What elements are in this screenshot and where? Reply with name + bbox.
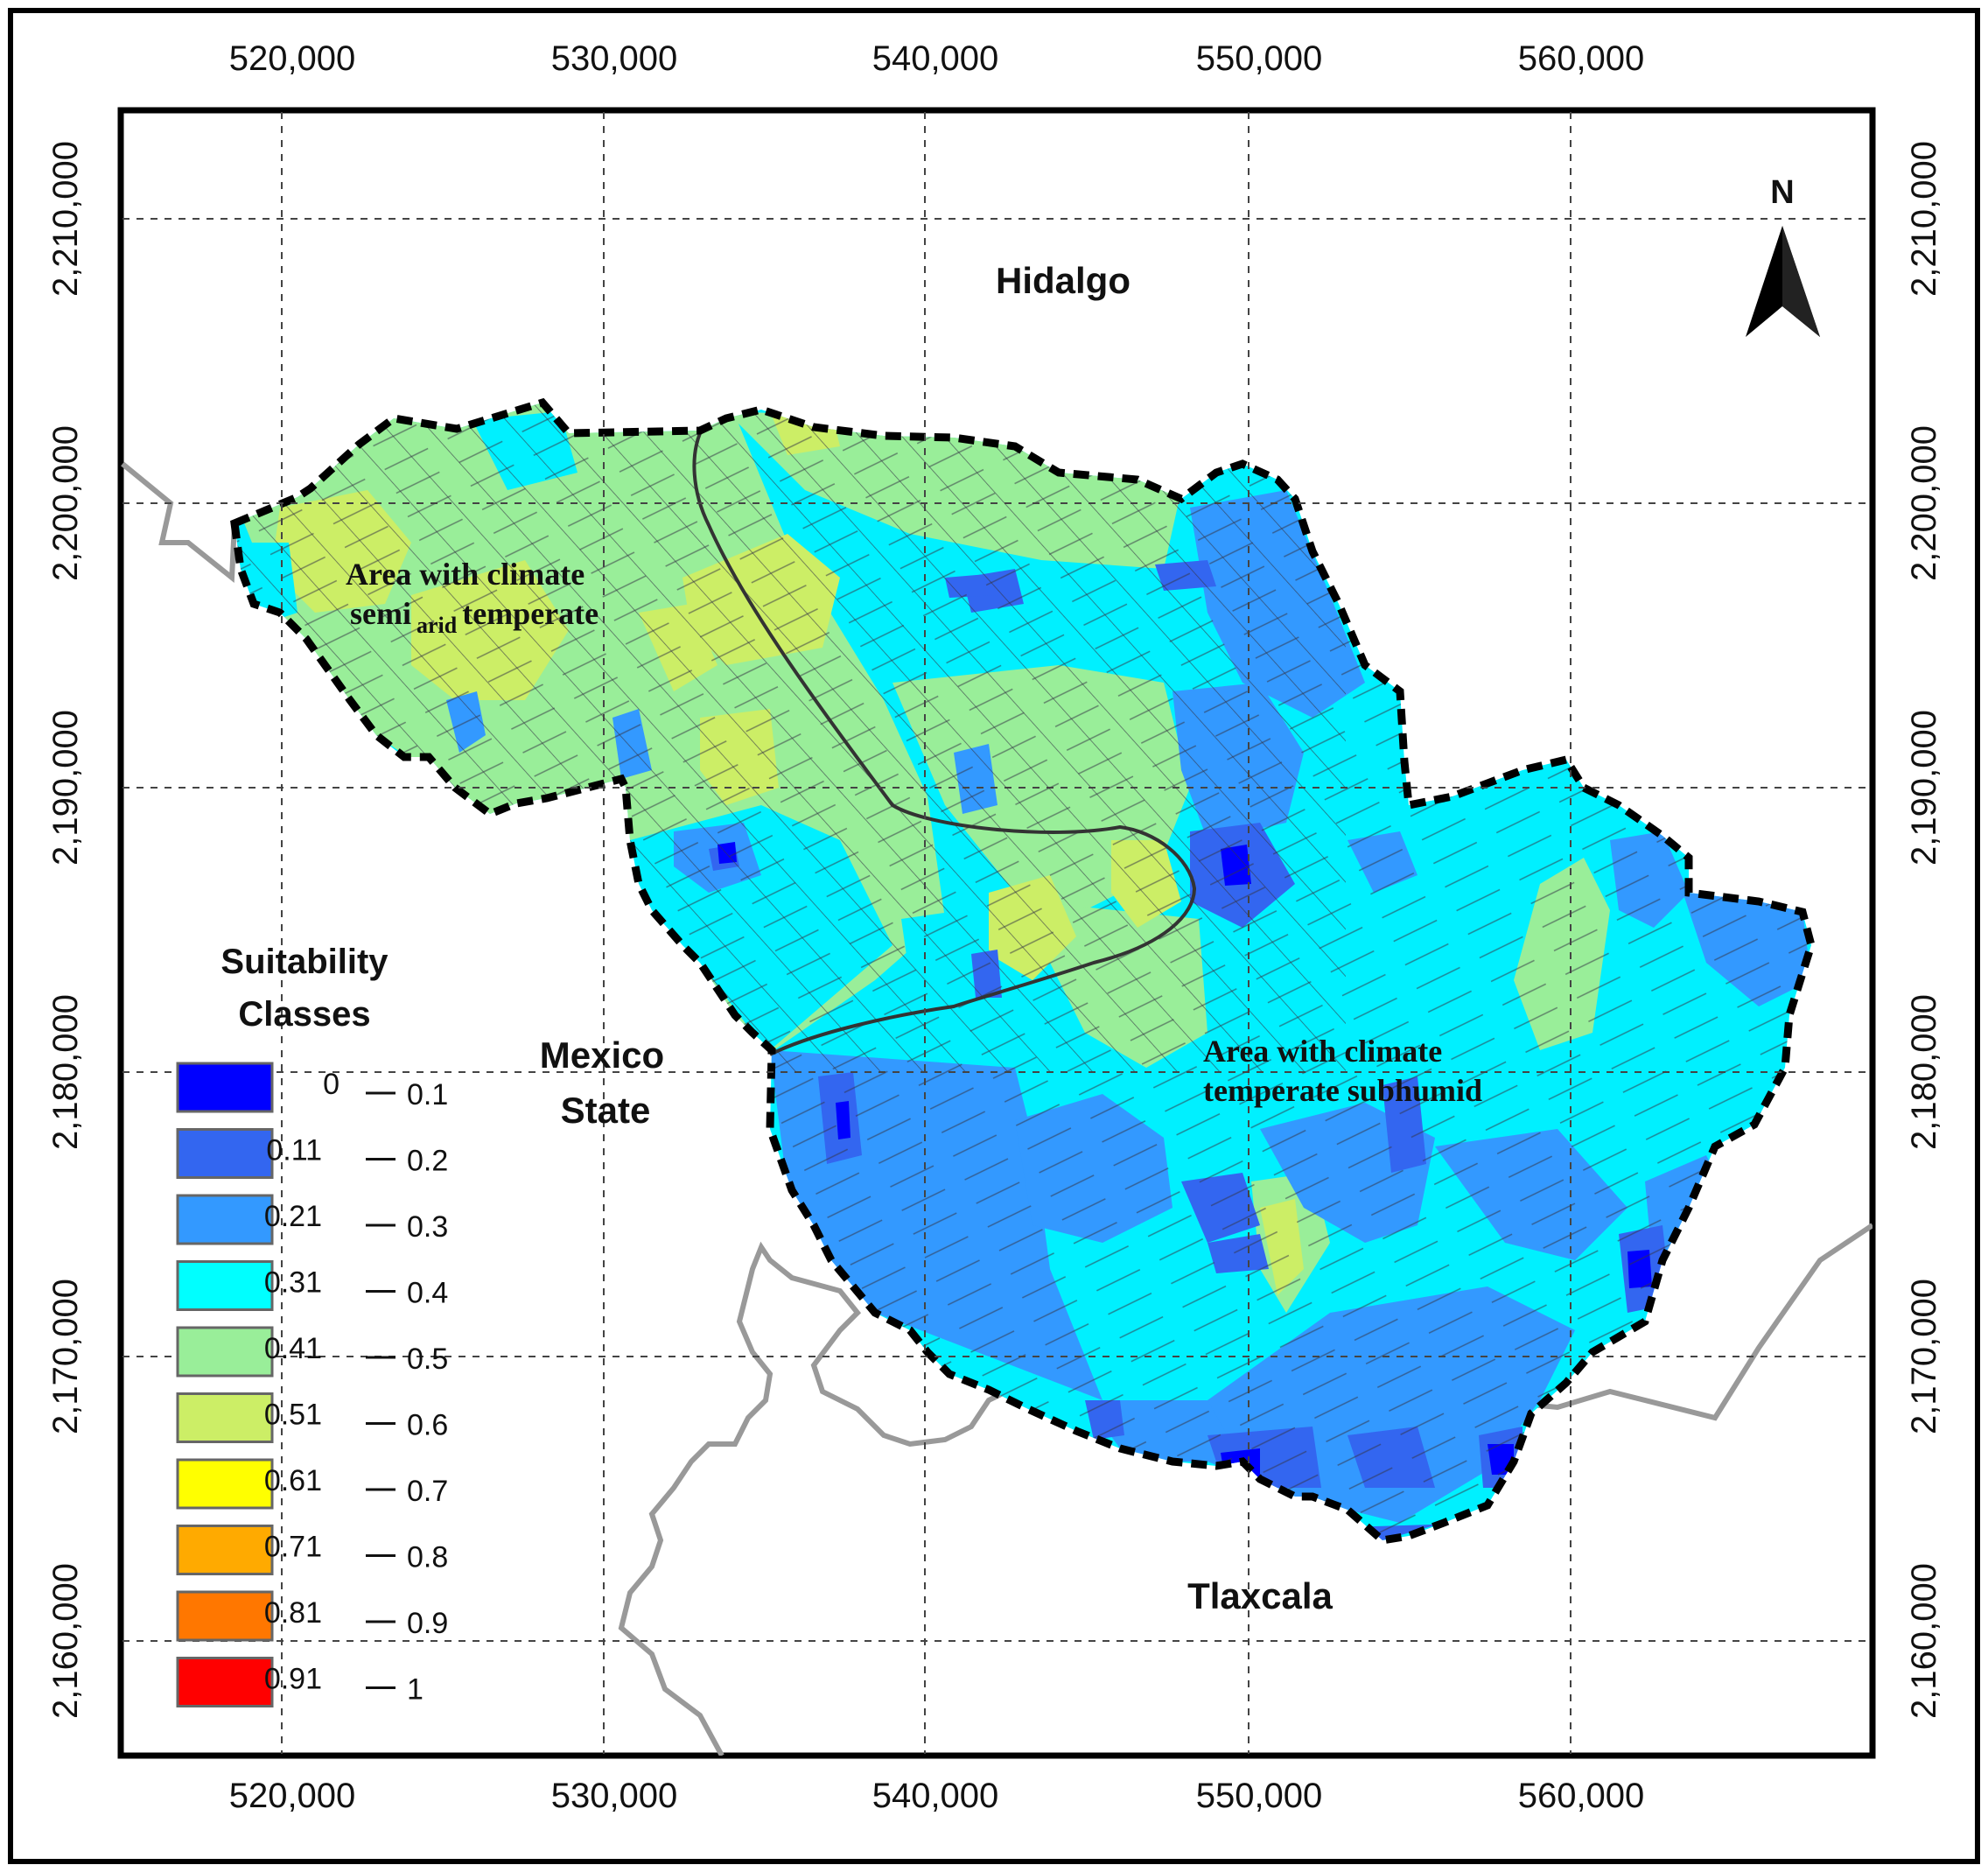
legend-swatch <box>176 1062 274 1113</box>
legend-min-label: 0 <box>323 1068 340 1101</box>
outer-frame <box>8 8 1980 1864</box>
x-tick-label: 530,000 <box>551 39 678 78</box>
climate-label-semi-arid-line1: Area with climate <box>346 557 584 592</box>
legend-max-label: 0.8 <box>407 1541 448 1574</box>
climate-label-semi-arid-line2: semi arid temperate <box>350 596 598 638</box>
legend-swatch <box>176 1525 274 1575</box>
state-border-west <box>121 461 237 584</box>
legend-max-label: 0.3 <box>407 1210 448 1244</box>
legend-max-label: 0.6 <box>407 1409 448 1442</box>
legend-min-label: 0.91 <box>264 1663 322 1696</box>
x-tick-label: 560,000 <box>1518 39 1645 78</box>
legend: Suitability Classes 0 0.1 0.11 0.2 0.21 0.3 0.… <box>176 943 448 1707</box>
legend-swatch <box>176 1392 274 1443</box>
legend-swatch <box>176 1194 274 1245</box>
legend-min-label: 0.51 <box>264 1399 322 1432</box>
legend-min-label: 0.71 <box>264 1531 322 1564</box>
legend-max-label: 1 <box>407 1673 424 1707</box>
region-label-mexico-state-line2: State <box>561 1090 651 1131</box>
graticule <box>122 112 1871 1754</box>
x-tick-label: 550,000 <box>1196 1777 1323 1815</box>
legend-max-label: 0.4 <box>407 1277 448 1310</box>
legend-min-label: 0.41 <box>264 1332 322 1365</box>
legend-min-label: 0.31 <box>264 1266 322 1300</box>
climate-label-arid-subscript: arid <box>416 613 458 638</box>
legend-max-label: 0.7 <box>407 1475 448 1508</box>
y-tick-label: 2,160,000 <box>1905 1563 1943 1719</box>
legend-swatch <box>176 1458 274 1510</box>
y-tick-label: 2,200,000 <box>1905 425 1943 581</box>
legend-min-label: 0.61 <box>264 1464 322 1497</box>
climate-label-subhumid-line1: Area with climate <box>1203 1034 1442 1069</box>
x-tick-label: 530,000 <box>551 1777 678 1815</box>
north-arrow-icon: N <box>1746 174 1820 337</box>
legend-swatch <box>176 1326 274 1378</box>
region-label-tlaxcala: Tlaxcala <box>1187 1575 1333 1616</box>
x-tick-label: 520,000 <box>229 39 356 78</box>
y-tick-label: 2,210,000 <box>1905 141 1943 297</box>
y-tick-label: 2,210,000 <box>46 141 85 297</box>
legend-items: 0 0.1 0.11 0.2 0.21 0.3 0.31 0.4 0.41 0.5 0.51 0.6 0… <box>176 1062 448 1707</box>
legend-max-label: 0.5 <box>407 1343 448 1376</box>
region-label-mexico-state-line1: Mexico <box>540 1034 664 1076</box>
legend-title-line2: Classes <box>238 995 370 1034</box>
legend-min-label: 0.11 <box>266 1134 322 1167</box>
x-tick-label: 520,000 <box>229 1777 356 1815</box>
legend-title-line1: Suitability <box>220 943 388 981</box>
y-tick-label: 2,170,000 <box>46 1279 85 1434</box>
y-tick-label: 2,200,000 <box>46 425 85 581</box>
legend-swatch <box>176 1260 274 1311</box>
state-border-south <box>618 1241 1008 1756</box>
y-tick-label: 2,160,000 <box>46 1563 85 1719</box>
legend-min-label: 0.21 <box>264 1200 322 1233</box>
legend-max-label: 0.1 <box>407 1078 448 1111</box>
y-tick-label: 2,190,000 <box>46 710 85 866</box>
legend-max-label: 0.9 <box>407 1607 448 1640</box>
x-tick-label: 560,000 <box>1518 1777 1645 1815</box>
region-label-hidalgo: Hidalgo <box>996 260 1130 301</box>
x-tick-label: 540,000 <box>872 39 999 78</box>
y-tick-label: 2,180,000 <box>46 994 85 1150</box>
coordinate-labels: 520,000 520,000 530,000 530,000 540,000 540,0… <box>46 39 1943 1815</box>
y-tick-label: 2,170,000 <box>1905 1279 1943 1434</box>
x-tick-label: 550,000 <box>1196 39 1323 78</box>
y-tick-label: 2,180,000 <box>1905 994 1943 1150</box>
legend-swatch <box>176 1128 274 1179</box>
climate-label-temperate-word: temperate <box>462 596 598 631</box>
legend-swatch <box>176 1657 274 1707</box>
legend-min-label: 0.81 <box>264 1596 322 1630</box>
climate-label-subhumid-line2: temperate subhumid <box>1203 1073 1482 1108</box>
x-tick-label: 540,000 <box>872 1777 999 1815</box>
legend-swatch <box>176 1590 274 1642</box>
legend-max-label: 0.2 <box>407 1145 448 1178</box>
climate-label-semi-word: semi <box>350 596 411 631</box>
y-tick-label: 2,190,000 <box>1905 710 1943 866</box>
north-arrow-label: N <box>1770 174 1794 211</box>
state-border-east <box>1530 1223 1872 1421</box>
climate-divider-line <box>692 432 1197 1056</box>
